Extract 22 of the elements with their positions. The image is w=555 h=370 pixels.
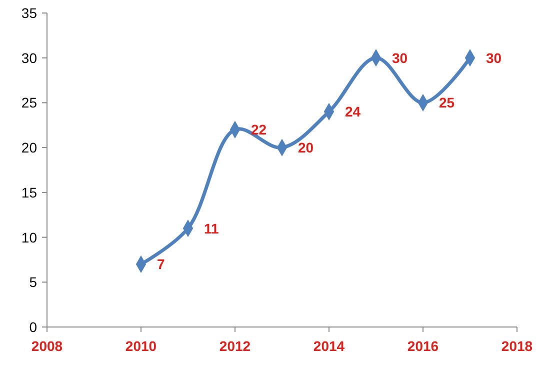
x-tick-label: 2010 [125, 338, 157, 354]
x-tick-label: 2014 [313, 338, 345, 354]
data-label: 30 [392, 50, 408, 66]
y-tick-label: 20 [21, 140, 38, 156]
x-tick-label: 2012 [219, 338, 251, 354]
data-label: 24 [345, 104, 361, 120]
y-tick-label: 10 [21, 229, 38, 246]
data-label: 11 [204, 220, 220, 236]
data-label: 25 [439, 94, 455, 111]
data-label: 30 [486, 50, 502, 66]
y-tick-label: 25 [21, 94, 38, 111]
y-tick-label: 15 [21, 184, 38, 200]
x-tick-label: 2008 [31, 338, 63, 354]
y-tick-label: 5 [29, 274, 38, 290]
data-label: 22 [251, 122, 267, 138]
data-label: 7 [157, 256, 165, 272]
data-label: 20 [298, 140, 314, 156]
y-tick-label: 35 [21, 5, 38, 21]
x-tick-label: 2016 [407, 338, 439, 354]
y-tick-label: 0 [29, 319, 38, 335]
y-tick-label: 30 [21, 50, 38, 66]
x-tick-label: 2018 [501, 338, 533, 354]
